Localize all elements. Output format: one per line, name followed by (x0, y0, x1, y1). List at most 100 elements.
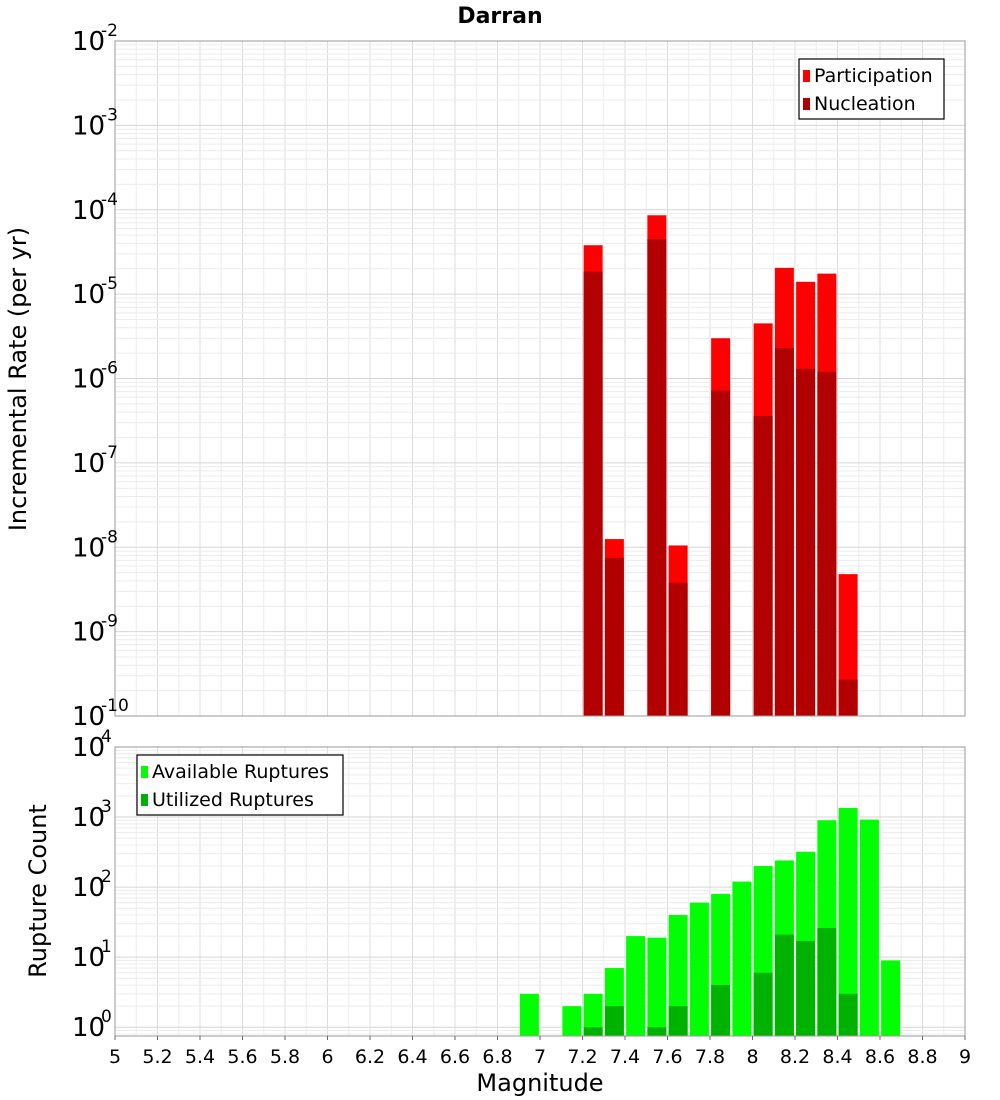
bar (838, 807, 858, 1036)
y-tick-exponent: -10 (101, 696, 129, 716)
x-tick-label: 7.8 (695, 1046, 725, 1068)
legend-swatch (141, 766, 148, 778)
y-tick-exponent: 1 (101, 937, 112, 957)
legend-label: Participation (814, 65, 933, 87)
x-tick-label: 8 (746, 1046, 758, 1068)
bar (689, 902, 709, 1036)
y-tick-label: 10 (72, 943, 105, 973)
y-tick-label: 10 (72, 196, 105, 226)
legend-swatch (141, 794, 148, 806)
bar (604, 1006, 624, 1036)
legend-label: Utilized Ruptures (152, 789, 314, 811)
bar (753, 972, 773, 1036)
y-tick-label: 10 (72, 280, 105, 310)
y-tick-exponent: -4 (101, 190, 118, 210)
y-tick-exponent: -3 (101, 105, 118, 125)
x-tick-label: 7.4 (610, 1046, 640, 1068)
bar (519, 993, 539, 1036)
bar (583, 271, 603, 716)
y-tick-label: 10 (72, 618, 105, 648)
x-tick-label: 5.2 (142, 1046, 172, 1068)
y-tick-label: 10 (72, 733, 105, 763)
y-tick-exponent: 0 (101, 1007, 112, 1027)
bar (774, 934, 794, 1036)
legend-label: Nucleation (814, 93, 916, 115)
x-tick-label: 7 (534, 1046, 546, 1068)
x-tick-label: 5.8 (270, 1046, 300, 1068)
legend-box (136, 754, 344, 816)
y-tick-exponent: -7 (101, 443, 118, 463)
x-tick-label: 7.2 (567, 1046, 597, 1068)
x-tick-label: 6.2 (355, 1046, 385, 1068)
y-tick-exponent: 2 (101, 867, 112, 887)
x-tick-label: 7.6 (652, 1046, 682, 1068)
legend-swatch (803, 98, 810, 110)
chart-title: Darran (457, 4, 542, 29)
x-tick-label: 8.6 (865, 1046, 895, 1068)
y-tick-label: 10 (72, 533, 105, 563)
legend: Participation Nucleation (798, 58, 945, 120)
x-axis-label: Magnitude (476, 1069, 603, 1097)
rate-plot: 10-1010-910-810-710-610-510-410-310-2Par… (72, 21, 966, 732)
y-tick-label: 10 (72, 803, 105, 833)
bar (859, 819, 879, 1036)
bar (562, 1006, 582, 1036)
y-tick-exponent: -8 (101, 527, 118, 547)
y-tick-exponent: -6 (101, 359, 118, 379)
bar (817, 928, 837, 1036)
y-tick-label: 10 (72, 702, 105, 732)
x-tick-label: 9 (959, 1046, 971, 1068)
series-utilized-ruptures (583, 928, 858, 1036)
bar (817, 371, 837, 716)
y-tick-exponent: 3 (101, 797, 112, 817)
y-tick-exponent: -9 (101, 612, 118, 632)
bar (647, 937, 667, 1036)
x-tick-label: 6.4 (397, 1046, 427, 1068)
legend-swatch (803, 70, 810, 82)
bar (711, 390, 731, 716)
y-tick-label: 10 (72, 365, 105, 395)
legend-box (798, 58, 945, 120)
bar (583, 993, 603, 1036)
count-y-axis-label: Rupture Count (24, 804, 52, 978)
y-tick-label: 10 (72, 873, 105, 903)
x-tick-label: 5 (109, 1046, 121, 1068)
bar (604, 557, 624, 716)
bar (796, 941, 816, 1036)
y-tick-exponent: 4 (101, 727, 112, 747)
y-tick-label: 10 (72, 27, 105, 57)
y-tick-label: 10 (72, 111, 105, 141)
legend: Available Ruptures Utilized Ruptures (136, 754, 344, 816)
bar (774, 347, 794, 716)
legend-label: Available Ruptures (152, 761, 329, 783)
bar (626, 936, 646, 1036)
x-tick-label: 6.6 (440, 1046, 470, 1068)
x-tick-label: 6 (321, 1046, 333, 1068)
bar (732, 881, 752, 1036)
bar (668, 1006, 688, 1036)
bar (838, 679, 858, 716)
plot-frame (114, 40, 966, 717)
y-tick-label: 10 (72, 1013, 105, 1043)
bar (796, 368, 816, 716)
x-tick-label: 5.6 (227, 1046, 257, 1068)
y-tick-exponent: -2 (101, 21, 118, 41)
x-tick-label: 8.2 (780, 1046, 810, 1068)
x-tick-label: 8.8 (907, 1046, 937, 1068)
y-tick-label: 10 (72, 449, 105, 479)
series-nucleation (583, 239, 858, 716)
x-tick-label: 8.4 (822, 1046, 852, 1068)
bar (668, 915, 688, 1036)
bar (838, 993, 858, 1036)
bar (668, 582, 688, 716)
rate-y-axis-label: Incremental Rate (per yr) (4, 227, 32, 531)
bar (753, 415, 773, 716)
bar (647, 1027, 667, 1036)
bar (881, 960, 901, 1036)
bar (647, 239, 667, 716)
bar (711, 985, 731, 1036)
y-tick-exponent: -5 (101, 274, 118, 294)
x-tick-label: 6.8 (482, 1046, 512, 1068)
